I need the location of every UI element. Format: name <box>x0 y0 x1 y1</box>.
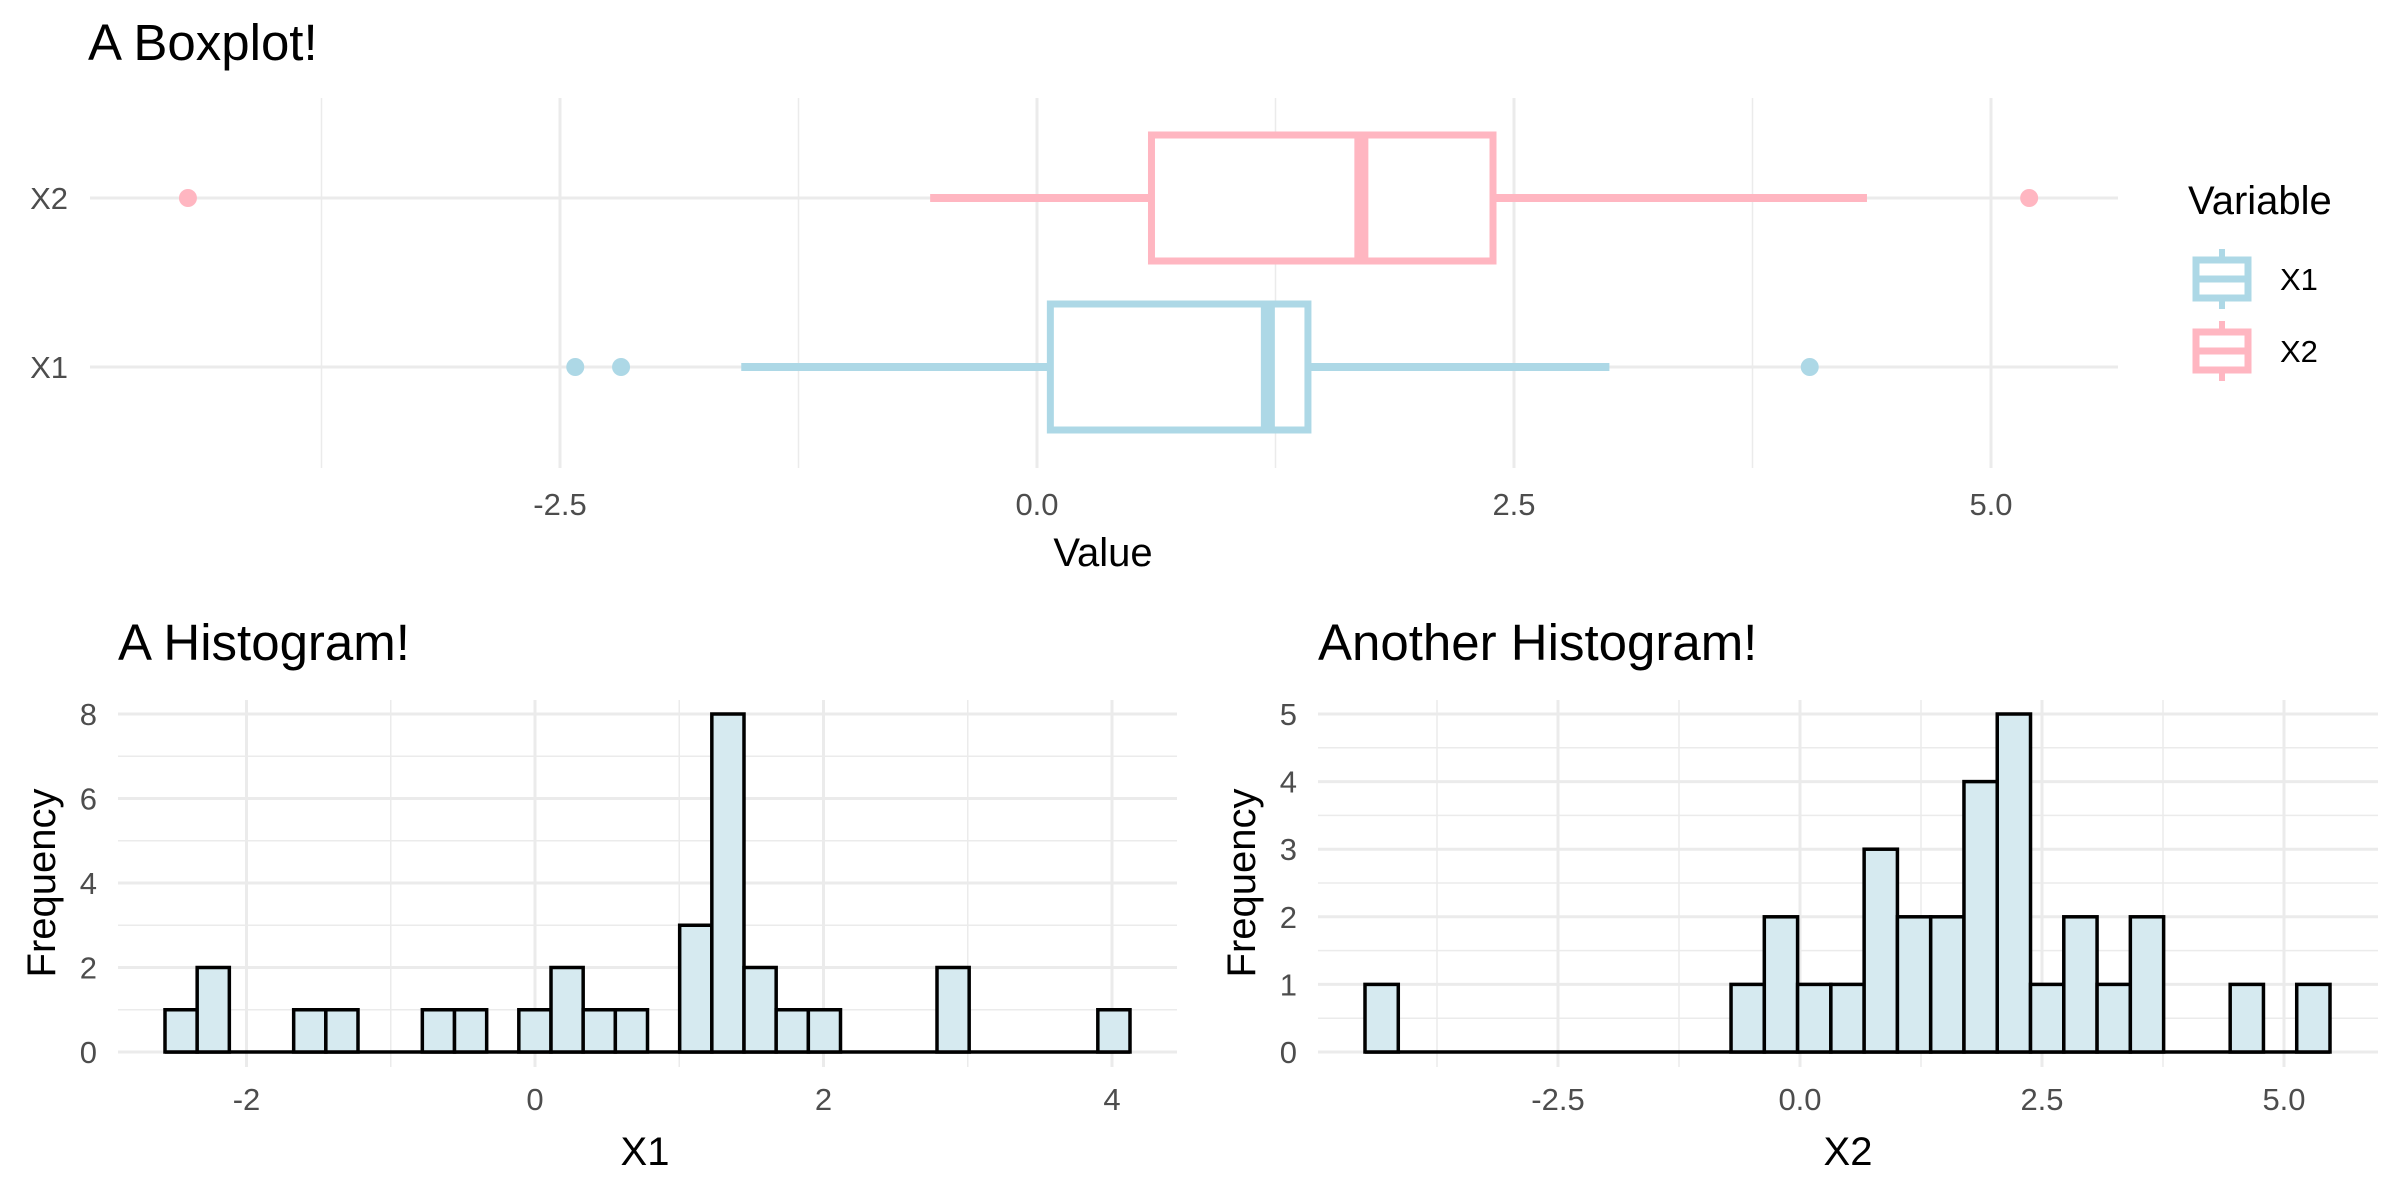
histogram-bar <box>710 712 746 1054</box>
x-tick-label: 2 <box>815 1082 832 1117</box>
y-tick-label: 3 <box>1280 832 1297 867</box>
boxplot-x-axis-title: Value <box>1053 531 1152 575</box>
histogram-bar <box>420 1008 457 1054</box>
histogram-bar <box>1928 915 1966 1054</box>
histogram-bar <box>1096 1008 1132 1054</box>
boxplot-title: A Boxplot! <box>88 14 318 71</box>
legend-title: Variable <box>2188 179 2332 223</box>
y-tick-label: X1 <box>30 350 68 385</box>
y-tick-label: X2 <box>30 181 68 216</box>
legend-label: X1 <box>2280 262 2318 297</box>
histogram-bar <box>2062 915 2099 1054</box>
histogram-1-panel: A Histogram! -2 0 2 4 0 2 4 6 8 X1 Frequency <box>20 614 1177 1174</box>
histogram-2-x-axis-title: X2 <box>1824 1130 1873 1174</box>
y-tick-label: 0 <box>80 1035 97 1070</box>
x-tick-label: 5.0 <box>1969 487 2012 522</box>
histogram-2-title: Another Histogram! <box>1318 614 1757 671</box>
histogram-bar <box>1995 712 2033 1054</box>
y-tick-label: 5 <box>1280 697 1297 732</box>
histogram-bar <box>1895 915 1933 1054</box>
y-tick-label: 2 <box>80 951 97 986</box>
histogram-bar <box>1795 982 1833 1054</box>
y-tick-label: 2 <box>1280 900 1297 935</box>
x-tick-label: 2.5 <box>2020 1082 2063 1117</box>
outlier-point <box>2020 189 2039 207</box>
histogram-bar <box>2095 982 2133 1054</box>
boxplot-tick-labels: -2.5 0.0 2.5 5.0 X2 X1 <box>30 181 2012 522</box>
histogram-bar <box>2228 982 2266 1054</box>
histogram-bar <box>324 1008 360 1054</box>
x-tick-label: -2.5 <box>533 487 586 522</box>
x-tick-label: 2.5 <box>1492 487 1535 522</box>
outlier-point <box>1800 358 1819 376</box>
y-tick-label: 4 <box>1280 765 1297 800</box>
legend-item-x2: X2 <box>2192 321 2318 381</box>
histogram-1-x-axis-title: X1 <box>621 1130 670 1174</box>
y-tick-label: 4 <box>80 866 97 901</box>
histogram-bar <box>452 1008 489 1054</box>
histogram-bar <box>742 965 778 1054</box>
boxplot-boxes <box>178 131 2039 434</box>
histogram-bar <box>1962 779 1999 1054</box>
x-tick-label: -2 <box>233 1082 261 1117</box>
x-tick-label: -2.5 <box>1531 1082 1584 1117</box>
x-tick-label: 5.0 <box>2262 1082 2305 1117</box>
x-tick-label: 0.0 <box>1778 1082 1821 1117</box>
outlier-point <box>178 189 197 207</box>
outlier-point <box>612 358 631 376</box>
histogram-bar <box>2028 982 2066 1054</box>
histogram-bar <box>806 1008 843 1054</box>
histogram-2-bars <box>1363 712 2332 1054</box>
y-tick-label: 8 <box>80 697 97 732</box>
x-tick-label: 0 <box>526 1082 543 1117</box>
legend-label: X2 <box>2280 334 2318 369</box>
histogram-bar <box>935 965 971 1054</box>
histogram-bar <box>613 1008 650 1054</box>
legend-item-x1: X1 <box>2192 249 2318 309</box>
histogram-1-tick-labels: -2 0 2 4 0 2 4 6 8 <box>80 697 1121 1117</box>
histogram-bar <box>549 965 585 1054</box>
histogram-bar <box>677 923 714 1054</box>
histogram-bar <box>774 1008 811 1054</box>
box-x2 <box>178 131 2039 265</box>
histogram-bar <box>195 965 232 1054</box>
histogram-bar <box>517 1008 553 1054</box>
histogram-1-bars <box>163 712 1132 1054</box>
histogram-bar <box>2294 982 2332 1054</box>
box-x1 <box>566 300 1819 434</box>
histogram-2-panel: Another Histogram! -2.5 0.0 2.5 5.0 0 1 2 3 4 5 X… <box>1220 614 2378 1174</box>
histogram-bar <box>581 1008 618 1054</box>
histogram-2-tick-labels: -2.5 0.0 2.5 5.0 0 1 2 3 4 5 <box>1280 697 2306 1117</box>
y-tick-label: 1 <box>1280 967 1297 1002</box>
x-tick-label: 4 <box>1103 1082 1120 1117</box>
legend: Variable X1 X2 <box>2188 179 2332 381</box>
histogram-bar <box>163 1008 199 1054</box>
histogram-bar <box>2128 915 2166 1054</box>
histogram-2-y-axis-title: Frequency <box>1220 789 1264 978</box>
outlier-point <box>566 358 585 376</box>
histogram-bar <box>1729 982 1767 1054</box>
histogram-bar <box>1363 982 1401 1054</box>
x-tick-label: 0.0 <box>1015 487 1058 522</box>
histogram-1-title: A Histogram! <box>118 614 410 671</box>
boxplot-panel: A Boxplot! -2.5 0.0 2.5 5.0 X2 X1 Value Varia… <box>30 14 2332 575</box>
histogram-bar <box>1829 982 1866 1054</box>
box-iqr <box>1147 131 1497 265</box>
histogram-bar <box>291 1008 328 1054</box>
y-tick-label: 0 <box>1280 1035 1297 1070</box>
histogram-bar <box>1862 847 1900 1054</box>
histogram-bar <box>1762 915 1800 1054</box>
histogram-1-y-axis-title: Frequency <box>20 789 64 978</box>
y-tick-label: 6 <box>80 782 97 817</box>
